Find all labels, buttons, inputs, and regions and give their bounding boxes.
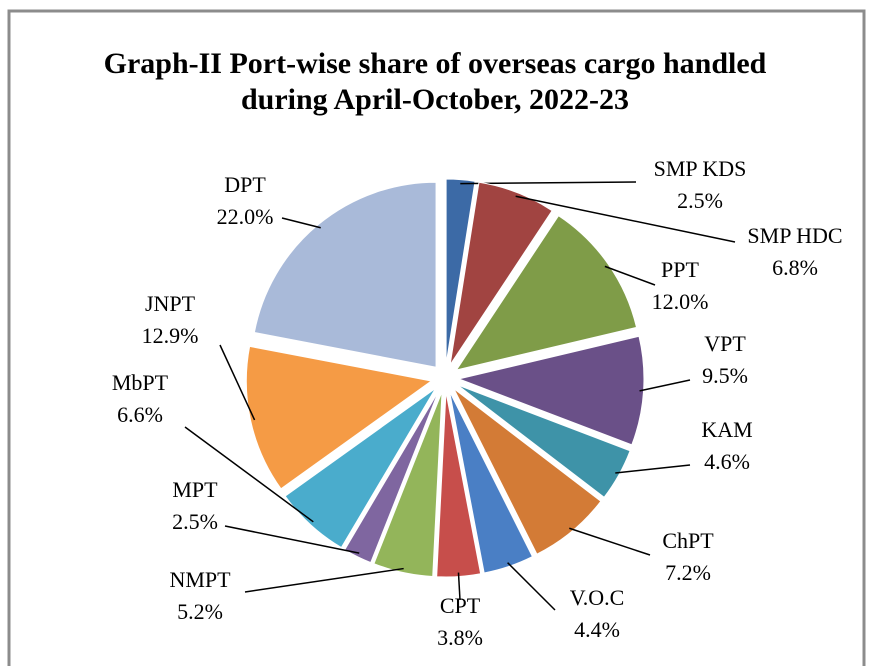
slice-value-label: 5.2% bbox=[177, 599, 223, 624]
chart-border bbox=[7, 9, 866, 666]
slice-label: SMP KDS bbox=[654, 156, 747, 181]
slice-label: NMPT bbox=[169, 567, 231, 592]
slice-value-label: 7.2% bbox=[665, 560, 711, 585]
pie-slice bbox=[284, 387, 436, 549]
leader-line bbox=[515, 195, 736, 243]
slice-label: ChPT bbox=[662, 528, 714, 553]
leader-line bbox=[507, 562, 556, 611]
pie-slice bbox=[445, 178, 476, 365]
slice-value-label: 2.5% bbox=[172, 509, 218, 534]
slice-label: JNPT bbox=[145, 291, 196, 316]
leader-line bbox=[604, 265, 656, 286]
slice-label: CPT bbox=[440, 593, 481, 618]
slice-label: VPT bbox=[704, 331, 746, 356]
pie-slice bbox=[373, 391, 443, 577]
slice-label: MPT bbox=[172, 477, 218, 502]
slice-label: DPT bbox=[224, 172, 266, 197]
slice-label: SMP HDC bbox=[747, 223, 842, 248]
slice-label: V.O.C bbox=[570, 585, 625, 610]
leader-line bbox=[244, 567, 404, 593]
slice-value-label: 2.5% bbox=[677, 188, 723, 213]
pie-slice bbox=[245, 345, 433, 490]
slice-value-label: 6.8% bbox=[772, 255, 818, 280]
pie-slice bbox=[455, 214, 638, 371]
pie-slice bbox=[449, 391, 534, 574]
slice-value-label: 22.0% bbox=[217, 204, 274, 229]
leader-line bbox=[224, 525, 360, 554]
chart-title: Graph-II Port-wise share of overseas car… bbox=[103, 47, 767, 116]
slice-value-label: 6.6% bbox=[117, 402, 163, 427]
slice-value-label: 4.6% bbox=[704, 449, 750, 474]
leader-line bbox=[281, 217, 321, 229]
leader-line bbox=[639, 379, 691, 392]
slice-value-label: 12.0% bbox=[652, 289, 709, 314]
slice-value-label: 9.5% bbox=[702, 363, 748, 388]
leader-line bbox=[219, 344, 256, 421]
leader-line bbox=[615, 464, 691, 474]
pie-slice bbox=[253, 181, 437, 368]
slice-value-label: 4.4% bbox=[574, 617, 620, 642]
slice-label: MbPT bbox=[112, 370, 169, 395]
leader-line bbox=[184, 426, 314, 523]
leader-line bbox=[569, 527, 651, 556]
pie-slice bbox=[456, 384, 631, 498]
pie-slice bbox=[457, 335, 645, 446]
pie-slice bbox=[453, 388, 602, 555]
pie-slice bbox=[449, 181, 553, 366]
leader-line bbox=[460, 181, 637, 185]
slice-value-label: 3.8% bbox=[437, 625, 483, 650]
leader-line bbox=[457, 572, 461, 601]
slice-label: PPT bbox=[661, 257, 699, 282]
slice-label: KAM bbox=[701, 417, 752, 442]
slice-value-label: 12.9% bbox=[142, 323, 199, 348]
